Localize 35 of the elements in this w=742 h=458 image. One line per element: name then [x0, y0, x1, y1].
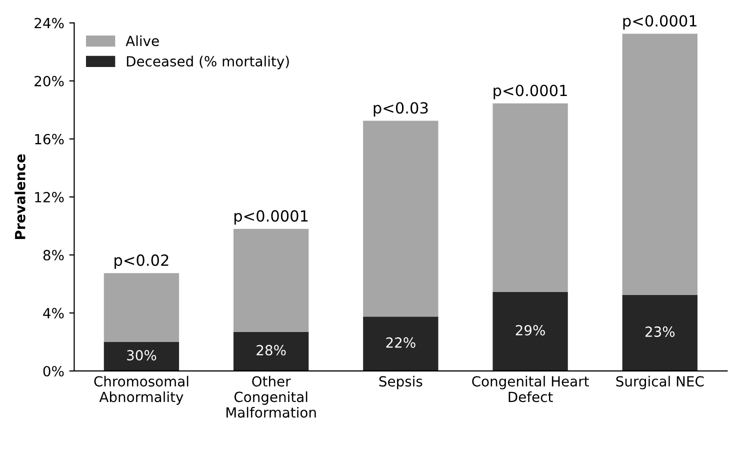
bar: [622, 294, 698, 371]
x-tick-label: Surgical NEC: [616, 376, 704, 390]
bar: [104, 273, 180, 342]
y-axis-title: Prevalence: [14, 154, 26, 239]
x-tick-label: Other Congenital Malformation: [226, 376, 316, 418]
annotation: p<0.0001: [494, 84, 567, 100]
y-tick-label: 4%: [43, 308, 64, 318]
annotation: p<0.03: [374, 102, 428, 117]
annotation: 28%: [256, 344, 286, 356]
y-tick-label: 24%: [34, 18, 64, 28]
x-tick-label: Sepsis: [379, 376, 422, 390]
y-tick-label: 8%: [43, 250, 64, 260]
bar: [492, 292, 568, 371]
annotation: p<0.0001: [623, 15, 696, 30]
legend-label: Deceased (% mortality): [126, 56, 289, 70]
legend-label: Alive: [126, 35, 159, 46]
annotation: p<0.0001: [234, 210, 308, 225]
x-tick-label: Chromosomal Abnormality: [94, 376, 188, 405]
annotation: p<0.02: [114, 254, 168, 269]
annotation: 30%: [127, 350, 156, 361]
annotation: 22%: [386, 337, 416, 348]
y-tick-label: 0%: [43, 366, 64, 376]
annotation: 29%: [516, 324, 545, 336]
y-tick-label: 16%: [35, 134, 64, 144]
bar: [622, 34, 698, 295]
x-tick-label: Congenital Heart Defect: [472, 376, 589, 402]
y-tick-label: 12%: [35, 192, 64, 202]
bar: [363, 120, 438, 317]
bar: [233, 332, 309, 371]
bar: [104, 342, 180, 371]
bar: [363, 316, 438, 371]
bar: [492, 103, 568, 292]
y-tick-label: 20%: [34, 76, 64, 86]
bar: [233, 228, 309, 332]
annotation: 23%: [645, 326, 675, 337]
